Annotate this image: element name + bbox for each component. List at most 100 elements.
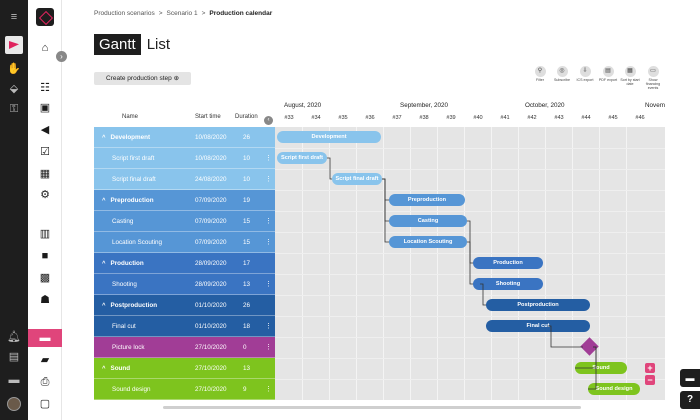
group-row[interactable]: ^ Postproduction 01/10/2020 26: [94, 295, 275, 316]
breadcrumb-item[interactable]: Production scenarios: [94, 10, 155, 17]
row-name-text: Shooting: [112, 281, 137, 288]
print-icon[interactable]: ⎙: [40, 376, 50, 388]
create-label: Create production step: [105, 75, 172, 82]
week-label: #33: [284, 115, 294, 121]
checklist-icon[interactable]: ☑: [40, 146, 50, 158]
more-vertical-icon[interactable]: ⋮: [265, 323, 272, 330]
week-label: #41: [500, 115, 510, 121]
chevron-up-icon[interactable]: ^: [102, 303, 106, 309]
rss-tool-button[interactable]: ◎ Subscribe: [552, 66, 572, 82]
row-duration: 19: [243, 197, 251, 204]
scroll-left-button[interactable]: ‹: [264, 116, 273, 125]
home-icon[interactable]: ⌂: [41, 42, 49, 54]
gantt-bar[interactable]: Sound design: [588, 383, 640, 395]
create-production-step-button[interactable]: Create production step ⊕: [94, 72, 191, 85]
chevron-up-icon[interactable]: ^: [102, 198, 106, 204]
tab-gantt[interactable]: Gantt: [94, 34, 141, 55]
folder-icon[interactable]: ▬: [8, 374, 20, 386]
task-row[interactable]: Picture lock 27/10/2020 0 ⋮: [94, 337, 275, 358]
row-name: ^ Production: [102, 260, 144, 267]
gantt-bar[interactable]: Sound: [575, 362, 627, 374]
chat-icon[interactable]: ▬: [680, 369, 700, 387]
module-logo[interactable]: [36, 8, 54, 26]
task-row[interactable]: Location Scouting 07/09/2020 15 ⋮: [94, 232, 275, 253]
chevron-up-icon[interactable]: ^: [102, 261, 106, 267]
gantt-bar[interactable]: Shooting: [473, 278, 543, 290]
task-row[interactable]: Script first draft 10/08/2020 10 ⋮: [94, 148, 275, 169]
task-row[interactable]: Shooting 28/09/2020 13 ⋮: [94, 274, 275, 295]
pdf-tool-button[interactable]: ▤ PDF export: [598, 66, 618, 82]
bell-icon[interactable]: 🔔︎: [7, 331, 21, 343]
group-row[interactable]: ^ Preproduction 07/09/2020 19: [94, 190, 275, 211]
task-row[interactable]: Script final draft 24/08/2020 10 ⋮: [94, 169, 275, 190]
help-icon[interactable]: ?: [680, 391, 700, 409]
more-vertical-icon[interactable]: ⋮: [265, 155, 272, 162]
group-row[interactable]: ^ Production 28/09/2020 17: [94, 253, 275, 274]
row-name-text: Script final draft: [112, 176, 156, 183]
column-header-start[interactable]: Start time: [195, 114, 221, 120]
gantt-bar[interactable]: Script first draft: [277, 152, 327, 164]
clipboard-icon[interactable]: ▢: [39, 398, 51, 410]
remove-step-button[interactable]: −: [645, 375, 655, 385]
more-vertical-icon[interactable]: ⋮: [265, 344, 272, 351]
more-vertical-icon[interactable]: ⋮: [265, 218, 272, 225]
gantt-bar[interactable]: Development: [277, 131, 381, 143]
task-row[interactable]: Final cut 01/10/2020 18 ⋮: [94, 316, 275, 337]
task-row[interactable]: Casting 07/09/2020 15 ⋮: [94, 211, 275, 232]
megaphone-icon[interactable]: ◀: [40, 124, 50, 136]
people-icon[interactable]: ☷: [40, 82, 50, 94]
comment-tool-button[interactable]: ▭ Show financing events: [643, 66, 663, 90]
row-name-text: Picture lock: [112, 344, 145, 351]
row-name: Picture lock: [112, 344, 145, 351]
more-vertical-icon[interactable]: ⋮: [265, 239, 272, 246]
gantt-bar[interactable]: Final cut: [486, 320, 590, 332]
tab-list[interactable]: List: [146, 36, 171, 53]
hand-icon[interactable]: ✋: [7, 63, 21, 75]
camera-icon[interactable]: ■: [41, 250, 49, 262]
settings-icon[interactable]: ⚙: [40, 189, 50, 201]
group-row[interactable]: ^ Sound 27/10/2020 13: [94, 358, 275, 379]
week-label: #43: [554, 115, 564, 121]
key-icon[interactable]: ⚿: [9, 103, 19, 115]
nav-item-production-calendar[interactable]: ▬: [28, 329, 62, 347]
dependency-link: [548, 325, 583, 348]
more-vertical-icon[interactable]: ⋮: [265, 176, 272, 183]
more-vertical-icon[interactable]: ⋮: [265, 386, 272, 393]
menu-icon[interactable]: ≡: [10, 11, 18, 23]
more-vertical-icon[interactable]: ⋮: [265, 281, 272, 288]
book-icon[interactable]: ▥: [39, 228, 51, 240]
tag-icon[interactable]: ⬙: [9, 83, 19, 95]
gantt-bar[interactable]: Preproduction: [389, 194, 465, 206]
document-icon[interactable]: ▣: [39, 102, 51, 114]
row-duration: 10: [243, 155, 251, 162]
avatar[interactable]: [7, 397, 21, 411]
week-gridline: [410, 127, 411, 400]
add-step-button[interactable]: +: [645, 363, 655, 373]
group-row[interactable]: ^ Development 10/08/2020 26: [94, 127, 275, 148]
calendar-icon[interactable]: ▦: [39, 168, 51, 180]
gantt-bar[interactable]: Location Scouting: [389, 236, 467, 248]
column-header-duration[interactable]: Duration: [235, 114, 258, 120]
gantt-bar[interactable]: Script final draft: [332, 173, 382, 185]
crew-icon[interactable]: ☗: [40, 294, 50, 306]
clapperboard-icon[interactable]: ▰: [40, 354, 50, 366]
app-logo[interactable]: [5, 36, 23, 54]
filter-tool-button[interactable]: ⚲ Filter: [530, 66, 550, 82]
chevron-up-icon[interactable]: ^: [102, 135, 106, 141]
collapse-sidebar-button[interactable]: ›: [56, 51, 67, 62]
breadcrumb-item[interactable]: Scenario 1: [166, 10, 198, 17]
task-row[interactable]: Sound design 27/10/2020 9 ⋮: [94, 379, 275, 400]
column-header-name[interactable]: Name: [122, 114, 139, 120]
grid-icon[interactable]: ▩: [39, 272, 51, 284]
gantt-bar[interactable]: Production: [473, 257, 543, 269]
gantt-bar[interactable]: Postproduction: [486, 299, 590, 311]
month-label: September, 2020: [400, 102, 448, 109]
inbox-icon[interactable]: ▤: [8, 351, 20, 363]
row-name-text: Script first draft: [112, 155, 155, 162]
horizontal-scrollbar[interactable]: [163, 406, 581, 409]
gantt-bar[interactable]: Casting: [389, 215, 467, 227]
calendar-sort-tool-button[interactable]: ▦ Sort by start date: [620, 66, 640, 86]
export-tool-button[interactable]: ⇩ ICS export: [575, 66, 595, 82]
chevron-up-icon[interactable]: ^: [102, 366, 106, 372]
row-gridline: [275, 148, 665, 149]
